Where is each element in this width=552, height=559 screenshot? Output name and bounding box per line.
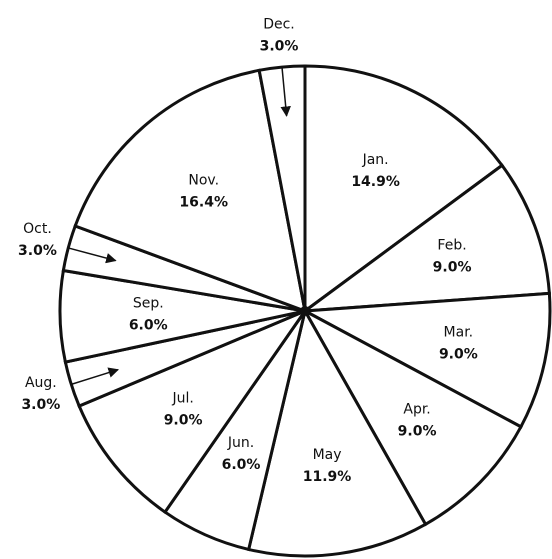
pie-slice [303,64,505,314]
category-label: Dec. [263,16,295,32]
category-label: Feb. [437,238,466,254]
value-label: 3.0% [18,243,57,259]
pie-slice [77,307,310,515]
value-label: 3.0% [260,38,299,54]
pie-slice [301,307,523,527]
value-label: 16.4% [179,194,228,210]
value-label: 6.0% [129,317,168,333]
pie-slice [73,68,307,314]
value-label: 9.0% [164,413,203,429]
category-label: Jul. [171,391,193,407]
category-label: Aug. [25,375,57,391]
label-arrow [71,367,119,386]
category-label: Sep. [133,295,164,311]
value-label: 11.9% [303,469,352,485]
label-arrow [68,247,117,264]
value-label: 9.0% [439,347,478,363]
category-label: May [313,447,342,463]
value-label: 9.0% [433,260,472,276]
label-arrow [280,67,291,117]
pie-center [300,306,310,316]
category-label: Jun. [227,435,254,451]
category-label: Jan. [362,152,389,168]
pie-slice [299,291,552,429]
category-label: Mar. [444,325,474,341]
value-label: 3.0% [21,397,60,413]
pie-slice [246,306,428,558]
value-label: 6.0% [222,457,261,473]
category-label: Nov. [188,172,219,188]
category-label: Apr. [403,402,430,418]
value-label: 14.9% [351,174,400,190]
value-label: 9.0% [398,424,437,440]
pie-slice [299,163,551,313]
category-label: Oct. [23,221,52,237]
